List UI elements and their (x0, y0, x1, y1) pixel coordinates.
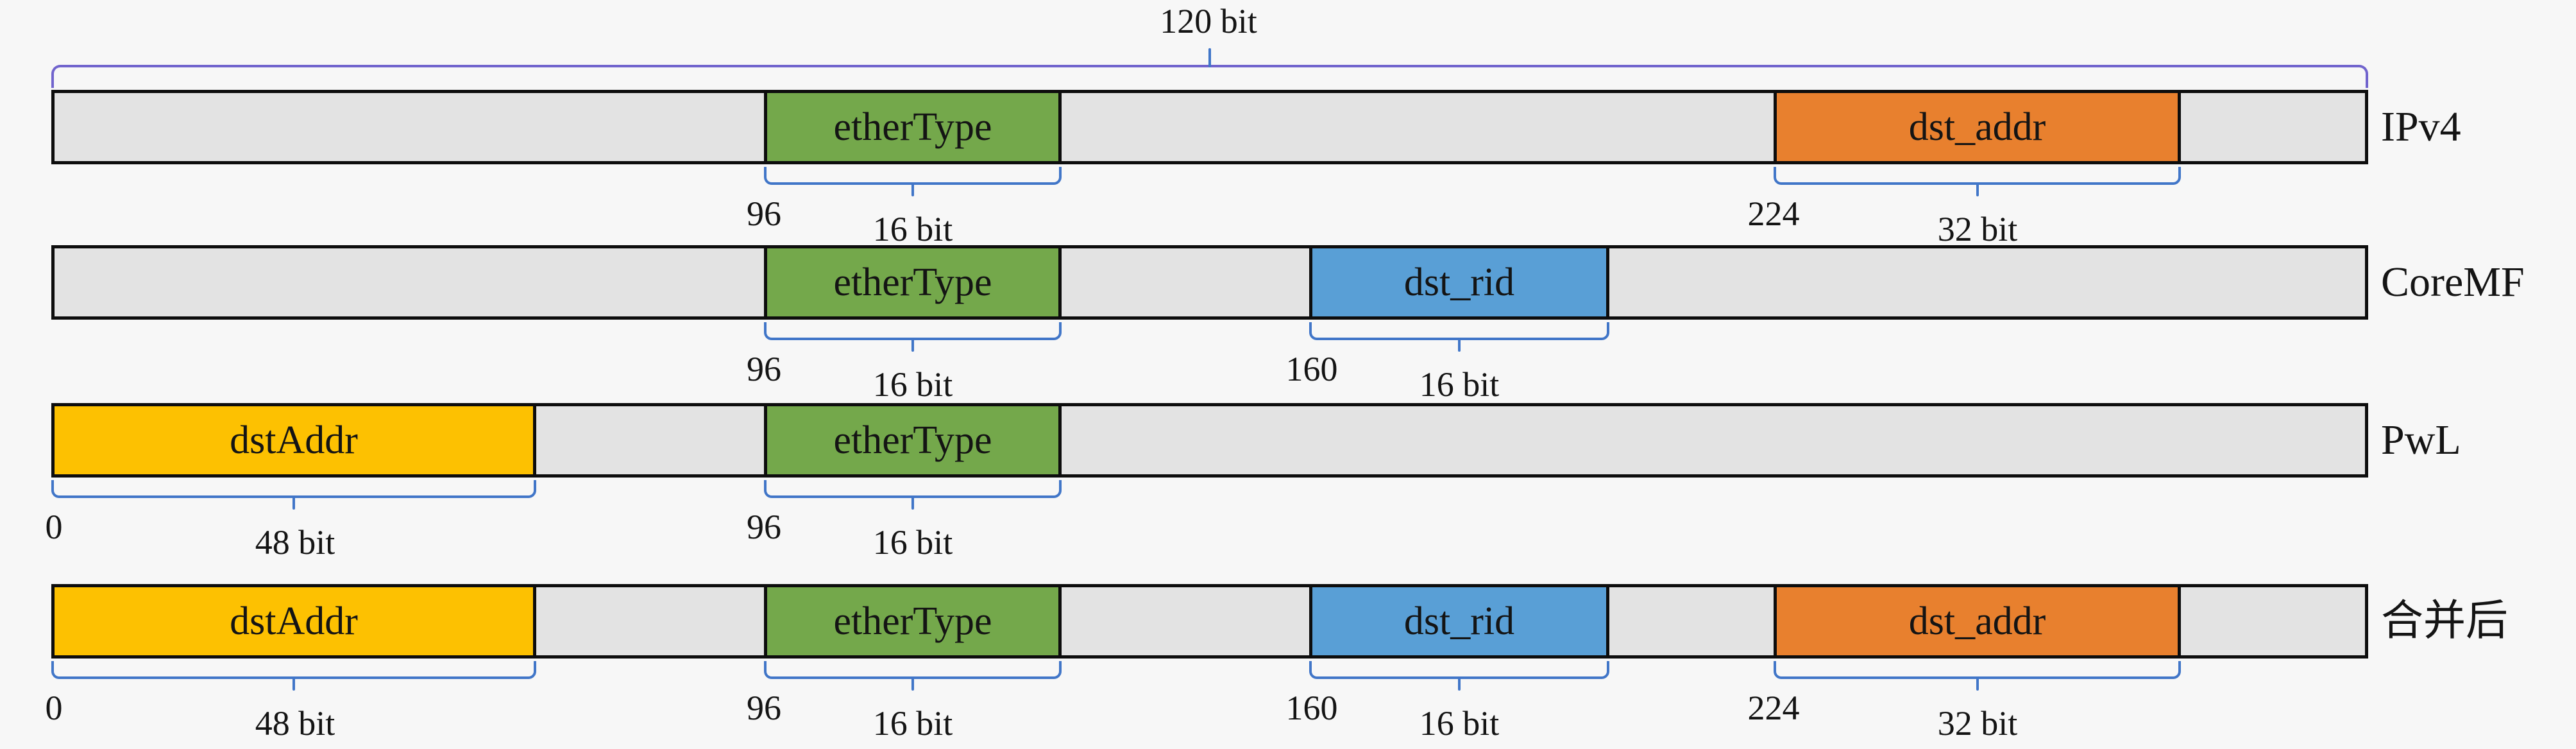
row-label-ipv4: IPv4 (2381, 103, 2461, 150)
bit-position-label: 96 (747, 508, 781, 546)
underbrace (764, 322, 1062, 352)
field-ethertype: etherType (764, 403, 1062, 478)
field-dst-addr: dst_addr (1774, 90, 2181, 164)
brace-tick-icon (911, 676, 914, 691)
underbrace (51, 480, 536, 510)
bit-position-label: 96 (747, 194, 781, 233)
top-brace-label: 120 bit (1160, 2, 1257, 40)
underbrace (764, 167, 1062, 196)
bit-position-label: 96 (747, 689, 781, 727)
underbrace (764, 661, 1062, 691)
bit-position-label: 160 (1285, 350, 1338, 388)
bit-position-label: 0 (45, 508, 63, 546)
bit-width-label: 16 bit (872, 210, 953, 248)
underbrace (1309, 661, 1609, 691)
underbrace (1774, 661, 2181, 691)
underbrace (764, 480, 1062, 510)
bit-position-label: 224 (1747, 689, 1800, 727)
bit-position-label: 160 (1285, 689, 1338, 727)
brace-tick-icon (911, 495, 914, 510)
brace-tick-icon (292, 676, 295, 691)
field-dstaddr: dstAddr (51, 403, 536, 478)
brace-tick-icon (1458, 338, 1461, 352)
field-ethertype: etherType (764, 90, 1062, 164)
field-dst-addr: dst_addr (1774, 584, 2181, 659)
underbrace (1774, 167, 2181, 196)
bit-width-label: 48 bit (255, 704, 335, 743)
field-ethertype: etherType (764, 584, 1062, 659)
bit-position-label: 224 (1747, 194, 1800, 233)
row-label-coremf: CoreMF (2381, 259, 2525, 306)
bit-width-label: 16 bit (872, 365, 953, 404)
brace-tick-icon (1976, 182, 1979, 196)
bit-width-label: 32 bit (1937, 210, 2018, 248)
brace-tick-icon (292, 495, 295, 510)
brace-tick-icon (911, 338, 914, 352)
underbrace (51, 661, 536, 691)
bit-width-label: 32 bit (1937, 704, 2018, 743)
bit-position-label: 0 (45, 689, 63, 727)
field-ethertype: etherType (764, 245, 1062, 320)
row-label-pwl: PwL (2381, 417, 2461, 463)
brace-tick-icon (1458, 676, 1461, 691)
brace-tick-icon (1976, 676, 1979, 691)
bit-width-label: 16 bit (1419, 365, 1500, 404)
bit-width-label: 48 bit (255, 523, 335, 562)
field-dst-rid: dst_rid (1309, 245, 1609, 320)
brace-tick-icon (1208, 48, 1211, 67)
brace-tick-icon (911, 182, 914, 196)
protocol-bar-coremf (51, 245, 2368, 320)
bit-width-label: 16 bit (872, 704, 953, 743)
row-label-merged: 合并后 (2381, 598, 2508, 644)
top-brace (51, 48, 2368, 88)
underbrace (1309, 322, 1609, 352)
bit-width-label: 16 bit (872, 523, 953, 562)
field-dstaddr: dstAddr (51, 584, 536, 659)
bit-position-label: 96 (747, 350, 781, 388)
field-dst-rid: dst_rid (1309, 584, 1609, 659)
bit-width-label: 16 bit (1419, 704, 1500, 743)
